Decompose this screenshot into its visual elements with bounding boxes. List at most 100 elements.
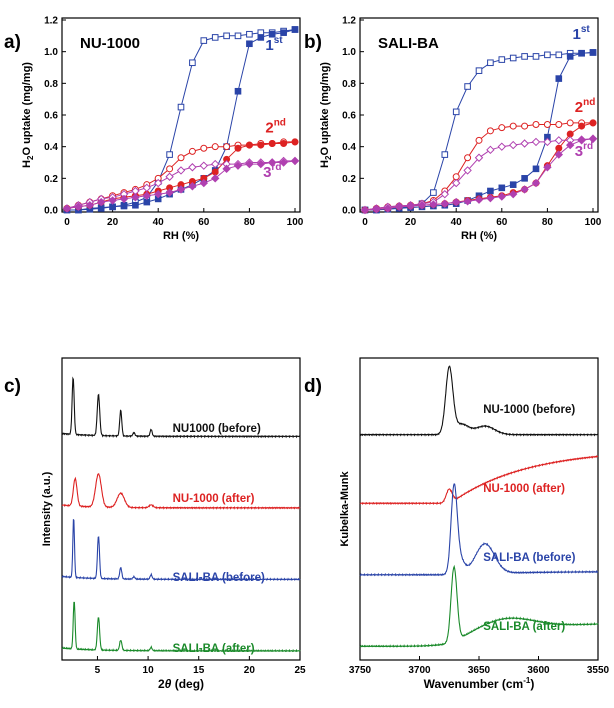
data-point	[406, 201, 415, 211]
y-tick-label: 0.0	[342, 206, 356, 217]
data-point	[486, 127, 494, 135]
y-tick-label: 1.2	[342, 16, 356, 27]
data-point	[475, 136, 483, 144]
x-tick-label: 3750	[349, 665, 372, 676]
data-point	[498, 124, 506, 132]
spectrum-0	[61, 376, 301, 439]
data-point	[153, 178, 163, 188]
data-point	[165, 172, 174, 181]
x-tick-label: 10	[143, 665, 155, 676]
x-tick-label: 5	[95, 665, 101, 676]
data-point	[508, 140, 518, 150]
x-tick-label: 3650	[468, 665, 491, 676]
data-point	[532, 165, 540, 173]
data-point	[441, 151, 449, 158]
x-tick-label: 60	[198, 217, 210, 228]
data-point	[555, 121, 563, 128]
data-point	[486, 193, 495, 203]
series-label-3: SALI-BA (after)	[173, 643, 255, 655]
data-point	[532, 121, 540, 128]
data-point	[474, 195, 484, 204]
data-point	[555, 51, 563, 59]
x-tick-label: 3700	[408, 665, 431, 676]
data-point	[176, 166, 186, 175]
data-point	[199, 178, 209, 188]
y-axis-label: Kubelka-Munk	[339, 471, 351, 547]
data-point	[153, 189, 163, 199]
x-tick-label: 0	[362, 217, 368, 228]
data-point	[223, 32, 230, 40]
y-axis-label: H2O uptake (mg/mg)	[319, 62, 333, 168]
x-axis-label: 2θ (deg)	[158, 677, 204, 691]
spectrum-1	[359, 455, 599, 506]
panel-label-3: d)	[304, 376, 322, 397]
data-point	[521, 53, 528, 60]
data-point	[589, 49, 597, 56]
cycle-annotation: 1st	[265, 35, 283, 54]
series-label-1: NU-1000 (after)	[173, 493, 255, 505]
data-point	[555, 144, 563, 152]
cycle-annotation: 1st	[572, 24, 590, 43]
spectrum-3	[61, 601, 301, 653]
plot-frame-2	[61, 357, 301, 661]
data-point	[143, 198, 151, 206]
data-point	[497, 192, 507, 201]
data-point	[543, 163, 552, 172]
x-tick-label: 20	[244, 665, 256, 676]
data-point	[267, 158, 277, 167]
data-point	[464, 83, 471, 90]
y-tick-label: 0.2	[342, 174, 356, 185]
data-point	[210, 159, 220, 169]
data-point	[520, 185, 529, 194]
y-tick-label: 0.8	[44, 79, 58, 90]
data-point	[166, 151, 173, 158]
data-point	[131, 193, 140, 202]
data-point	[554, 150, 564, 159]
data-point	[440, 199, 450, 208]
data-point	[200, 37, 208, 44]
x-tick-label: 20	[107, 217, 119, 228]
data-point	[508, 189, 518, 199]
data-point	[291, 138, 299, 146]
data-point	[245, 159, 254, 169]
y-tick-label: 0.0	[44, 206, 58, 217]
y-tick-label: 0.4	[342, 142, 356, 153]
data-point	[96, 197, 106, 207]
data-point	[521, 175, 528, 182]
panel-title-0: NU-1000	[80, 35, 140, 52]
y-tick-label: 0.8	[342, 79, 356, 90]
data-point	[554, 136, 564, 145]
x-axis-label: RH (%)	[163, 230, 199, 242]
spectrum-1	[61, 473, 301, 510]
data-point	[188, 163, 197, 172]
data-point	[108, 196, 117, 205]
data-point	[566, 53, 574, 60]
data-point	[463, 197, 472, 206]
data-point	[509, 122, 517, 130]
data-point	[97, 205, 105, 212]
y-tick-label: 0.6	[342, 111, 356, 122]
data-point	[109, 203, 116, 211]
data-point	[509, 181, 517, 188]
data-point	[166, 165, 174, 173]
data-point	[394, 202, 404, 212]
series-label-3: SALI-BA (after)	[483, 621, 565, 633]
cycle-annotation: 3rd	[575, 141, 593, 160]
x-tick-label: 80	[542, 217, 554, 228]
data-point	[440, 189, 450, 199]
data-point	[566, 130, 574, 138]
data-point	[588, 134, 598, 143]
data-point	[177, 103, 185, 111]
y-axis-label: Intensity (a.u.)	[41, 471, 53, 546]
data-point	[463, 166, 472, 175]
cycle-annotation: 2nd	[575, 97, 596, 116]
series-label-2: SALI-BA (before)	[483, 552, 575, 564]
data-point	[531, 137, 541, 147]
panel-label-2: c)	[4, 376, 21, 397]
x-tick-label: 100	[287, 217, 304, 228]
y-axis-label: H2O uptake (mg/mg)	[21, 62, 35, 168]
data-point	[177, 154, 185, 162]
data-point	[223, 143, 231, 151]
data-point	[176, 185, 186, 194]
